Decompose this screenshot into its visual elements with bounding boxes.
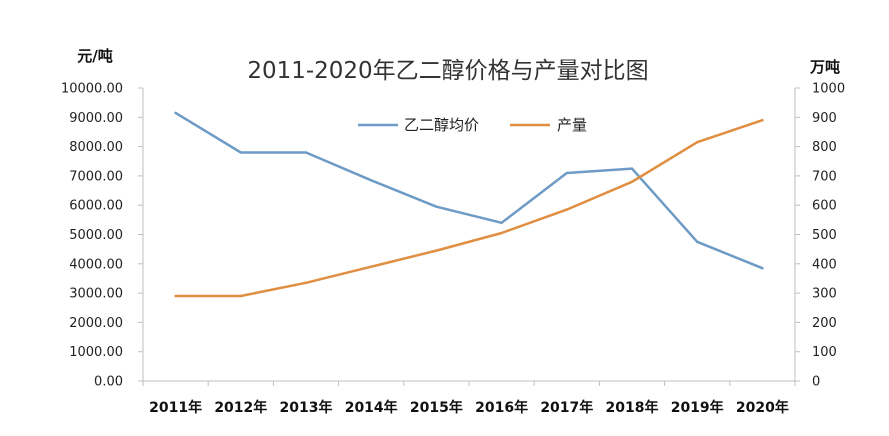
series-0-point bbox=[370, 179, 373, 182]
series-1-point bbox=[435, 249, 438, 252]
series-0-point bbox=[696, 240, 699, 244]
right-axis-unit: 万吨 bbox=[809, 58, 840, 76]
x-tick-label: 2013年 bbox=[280, 399, 333, 416]
series-0-point bbox=[174, 111, 177, 115]
series-line-0 bbox=[174, 111, 764, 270]
right-tick-label: 200 bbox=[812, 316, 837, 331]
x-tick-label: 2016年 bbox=[475, 399, 528, 416]
series-1-point bbox=[500, 231, 503, 235]
left-tick-label: 1000.00 bbox=[69, 345, 123, 360]
x-tick-label: 2012年 bbox=[214, 399, 267, 416]
right-tick-label: 700 bbox=[812, 169, 837, 184]
series-0-point bbox=[565, 171, 568, 175]
series-line-1 bbox=[174, 118, 764, 298]
legend: 乙二醇均价 产量 bbox=[358, 116, 587, 134]
axes: 0.00 1000.00 2000.00 3000.00 4000.00 5000.00 6… bbox=[61, 82, 845, 417]
x-tick-label: 2017年 bbox=[540, 399, 593, 416]
series-0-point bbox=[761, 266, 764, 270]
series-0-point bbox=[500, 221, 503, 224]
series-1-point bbox=[370, 265, 373, 268]
left-tick-label: 9000.00 bbox=[69, 111, 123, 126]
legend-label-output: 产量 bbox=[557, 116, 587, 134]
series-1-point bbox=[696, 141, 699, 144]
x-tick-label: 2014年 bbox=[345, 399, 398, 416]
x-tick-label: 2019年 bbox=[671, 399, 724, 416]
left-tick-label: 7000.00 bbox=[69, 169, 123, 184]
series-1-point bbox=[761, 119, 764, 122]
left-tick-label: 0.00 bbox=[94, 375, 123, 390]
series-1-point bbox=[239, 294, 242, 298]
chart-marks bbox=[174, 111, 764, 298]
right-tick-label: 800 bbox=[812, 140, 837, 155]
left-tick-label: 2000.00 bbox=[69, 316, 123, 331]
left-tick-label: 4000.00 bbox=[69, 257, 123, 272]
legend-label-avg-price: 乙二醇均价 bbox=[404, 116, 479, 134]
left-tick-label: 6000.00 bbox=[69, 199, 123, 214]
left-tick-label: 10000.00 bbox=[61, 82, 123, 97]
series-1-point bbox=[304, 281, 308, 285]
right-tick-label: 0 bbox=[812, 375, 820, 390]
right-tick-label: 500 bbox=[812, 228, 837, 243]
right-tick-label: 100 bbox=[812, 345, 837, 360]
left-tick-label: 8000.00 bbox=[69, 140, 123, 155]
series-1-point bbox=[174, 294, 177, 298]
x-tick-label: 2015年 bbox=[410, 399, 463, 416]
left-tick-label: 5000.00 bbox=[69, 228, 123, 243]
left-axis-unit: 元/吨 bbox=[77, 47, 112, 65]
series-0-point bbox=[435, 205, 438, 208]
x-tick-label: 2020年 bbox=[736, 399, 789, 416]
x-tick-label: 2011年 bbox=[149, 399, 202, 416]
chart-title: 2011-2020年乙二醇价格与产量对比图 bbox=[247, 58, 648, 84]
series-0-point bbox=[304, 151, 308, 154]
series-1-point bbox=[630, 180, 634, 183]
right-tick-label: 400 bbox=[812, 257, 837, 272]
series-0-point bbox=[239, 151, 242, 154]
right-tick-label: 300 bbox=[812, 287, 837, 302]
series-1-point bbox=[565, 208, 568, 211]
left-tick-label: 3000.00 bbox=[69, 287, 123, 302]
right-tick-label: 900 bbox=[812, 111, 837, 126]
right-tick-label: 1000 bbox=[812, 82, 845, 97]
series-0-point bbox=[630, 167, 634, 170]
x-tick-label: 2018年 bbox=[606, 399, 659, 416]
right-tick-label: 600 bbox=[812, 199, 837, 214]
